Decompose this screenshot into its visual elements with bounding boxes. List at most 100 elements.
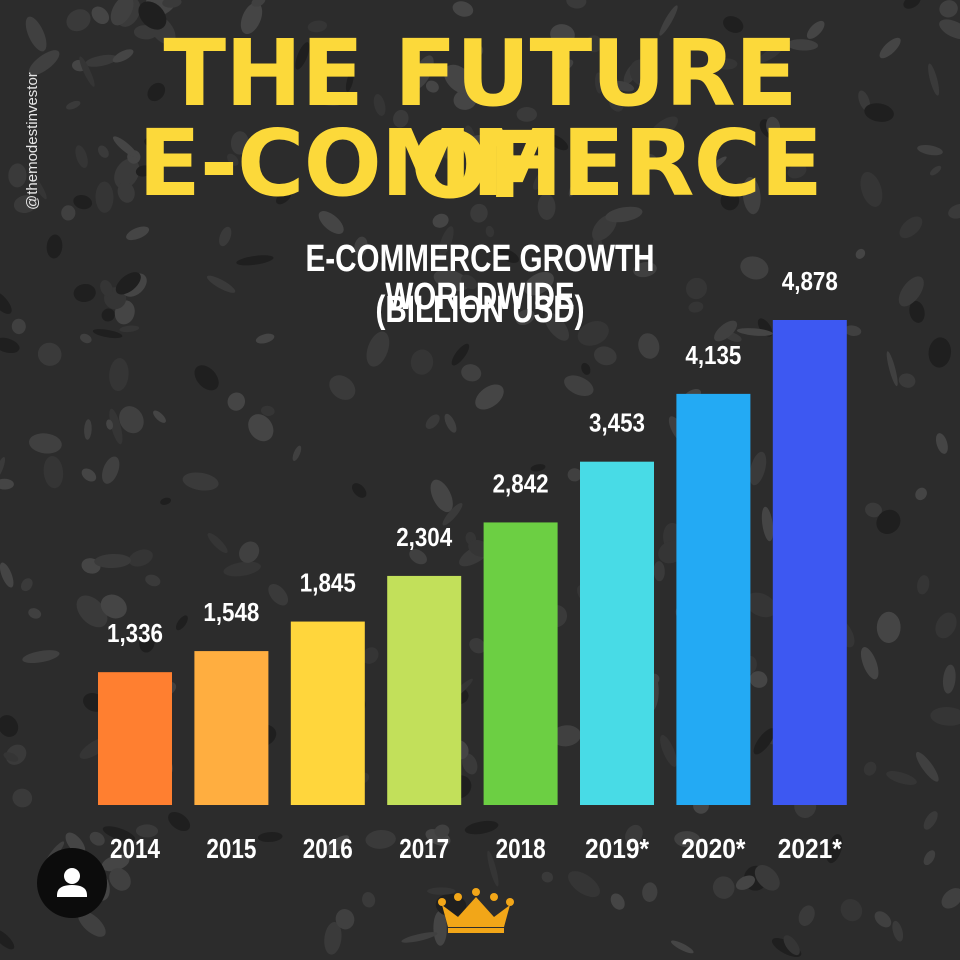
background-speckle (434, 824, 450, 838)
background-speckle (806, 20, 825, 39)
bar-2014 (98, 672, 172, 805)
page-title-line1: THE FUTURE OF (163, 20, 797, 219)
background-speckle (774, 179, 793, 194)
background-speckle (465, 42, 484, 58)
background-speckle (324, 921, 342, 955)
background-speckle (0, 929, 15, 950)
background-speckle (864, 103, 894, 122)
background-speckle (898, 373, 916, 388)
background-speckle (745, 592, 777, 618)
value-label: 1,336 (107, 618, 163, 648)
background-speckle (260, 405, 275, 417)
user-avatar-icon[interactable] (37, 848, 107, 918)
background-speckle (688, 301, 704, 313)
background-speckle (43, 455, 64, 489)
background-speckle (276, 190, 292, 205)
background-speckle (329, 375, 356, 400)
background-speckle (638, 333, 660, 359)
background-speckle (909, 300, 925, 323)
category-label: 2016 (303, 833, 353, 864)
background-speckle (362, 647, 379, 664)
background-speckle (115, 272, 141, 295)
background-speckle (594, 72, 604, 94)
background-speckle (472, 135, 504, 146)
background-speckle (227, 392, 246, 411)
background-speckle (702, 156, 727, 176)
background-speckle (411, 55, 434, 90)
background-speckle (585, 35, 603, 53)
background-speckle (929, 165, 942, 176)
background-speckle (126, 226, 150, 241)
background-speckle (443, 64, 475, 95)
bar-2015 (194, 651, 269, 805)
background-speckle (625, 824, 643, 845)
background-speckle (858, 90, 871, 111)
background-speckle (409, 549, 427, 565)
background-speckle (101, 308, 115, 322)
background-speckle (942, 664, 956, 694)
background-speckle (876, 509, 901, 535)
background-speckle (786, 39, 819, 51)
background-speckle (393, 109, 409, 128)
background-speckle (568, 173, 582, 197)
background-speckle (844, 325, 862, 337)
category-label: 2019* (585, 833, 649, 864)
background-speckle (112, 49, 134, 63)
background-speckle (425, 414, 440, 429)
background-speckle (85, 54, 118, 67)
background-speckle (28, 608, 42, 619)
background-speckle (462, 753, 478, 775)
background-speckle (0, 290, 12, 314)
background-speckle (568, 871, 600, 898)
background-speckle (11, 318, 26, 335)
bar-2016 (290, 621, 365, 805)
background-speckle (860, 171, 883, 207)
background-speckle (119, 325, 140, 333)
background-speckle (766, 116, 781, 137)
background-speckle (736, 328, 773, 336)
background-speckle (28, 170, 47, 200)
page-title-line2: E-COMMERCE (138, 110, 823, 217)
background-speckle (89, 831, 105, 846)
background-speckle (461, 274, 478, 290)
background-speckle (117, 181, 135, 203)
background-speckle (826, 834, 843, 864)
background-speckle (109, 408, 123, 445)
bar-2021 (772, 320, 847, 805)
background-speckle (532, 161, 555, 190)
background-speckle (144, 137, 163, 150)
background-speckle (160, 497, 172, 505)
value-label: 2,304 (396, 522, 452, 552)
background-speckle (102, 456, 120, 484)
background-speckle (312, 95, 341, 107)
background-speckle (659, 5, 678, 36)
background-speckle (886, 771, 917, 785)
background-speckle (25, 16, 47, 52)
background-speckle (238, 85, 250, 106)
background-speckle (106, 419, 114, 430)
background-speckle (610, 893, 625, 910)
background-speckle (295, 42, 310, 70)
background-speckle (0, 337, 20, 354)
background-speckle (464, 125, 476, 153)
background-speckle (551, 725, 581, 747)
background-speckle (257, 832, 283, 842)
background-speckle (874, 911, 892, 928)
background-speckle (879, 37, 901, 59)
background-speckle (783, 935, 800, 956)
background-speckle (475, 384, 504, 410)
background-speckle (642, 154, 658, 170)
value-label: 2,842 (493, 468, 549, 498)
chart-subtitle: (BILLION USD) (375, 289, 585, 331)
background-speckle (547, 134, 569, 151)
background-speckle (674, 831, 701, 848)
background-speckle (787, 163, 807, 179)
background-speckle (28, 50, 60, 76)
background-speckle (660, 734, 677, 767)
background-speckle (892, 920, 904, 942)
background-speckle (903, 0, 921, 9)
background-speckle (37, 342, 62, 366)
bar-2019 (580, 461, 654, 805)
background-speckle (145, 574, 161, 587)
